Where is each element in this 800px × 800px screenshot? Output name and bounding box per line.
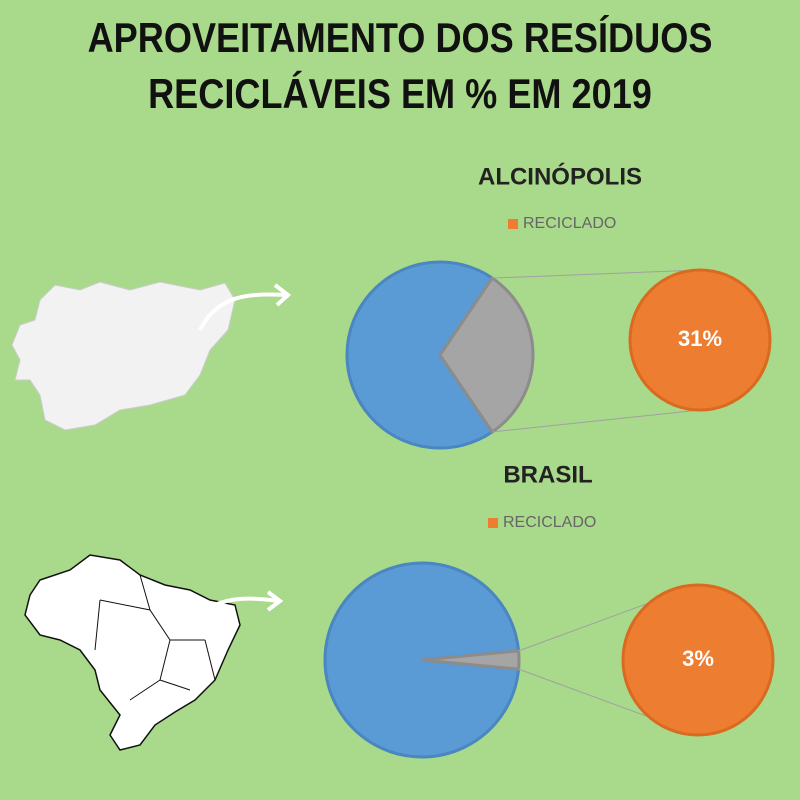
value-label: 31% bbox=[678, 326, 722, 351]
value-label: 3% bbox=[682, 646, 714, 671]
legend-label: RECICLADO bbox=[523, 215, 616, 232]
connector bbox=[492, 409, 701, 433]
pie-slice bbox=[323, 561, 521, 759]
map-borders bbox=[94, 574, 216, 701]
detail-pie bbox=[621, 583, 775, 737]
legend-swatch bbox=[508, 219, 518, 229]
arrow bbox=[198, 292, 286, 331]
map-brasil bbox=[24, 554, 241, 751]
pie-slice bbox=[421, 649, 521, 671]
arrow bbox=[214, 596, 279, 607]
chart-title: BRASIL bbox=[503, 461, 592, 488]
legend-label: RECICLADO bbox=[503, 514, 596, 531]
arrow-head bbox=[273, 283, 292, 307]
main-title: APROVEITAMENTO DOS RESÍDUOS RECICLÁVEIS … bbox=[87, 14, 713, 117]
arrow-head bbox=[266, 590, 284, 612]
connector bbox=[492, 269, 701, 279]
chart-title: ALCINÓPOLIS bbox=[478, 162, 642, 190]
pie-slice bbox=[345, 260, 495, 450]
pie-slice bbox=[438, 275, 535, 435]
map-alcinopolis bbox=[11, 281, 236, 431]
detail-pie bbox=[628, 268, 772, 412]
legend-swatch bbox=[488, 518, 498, 528]
